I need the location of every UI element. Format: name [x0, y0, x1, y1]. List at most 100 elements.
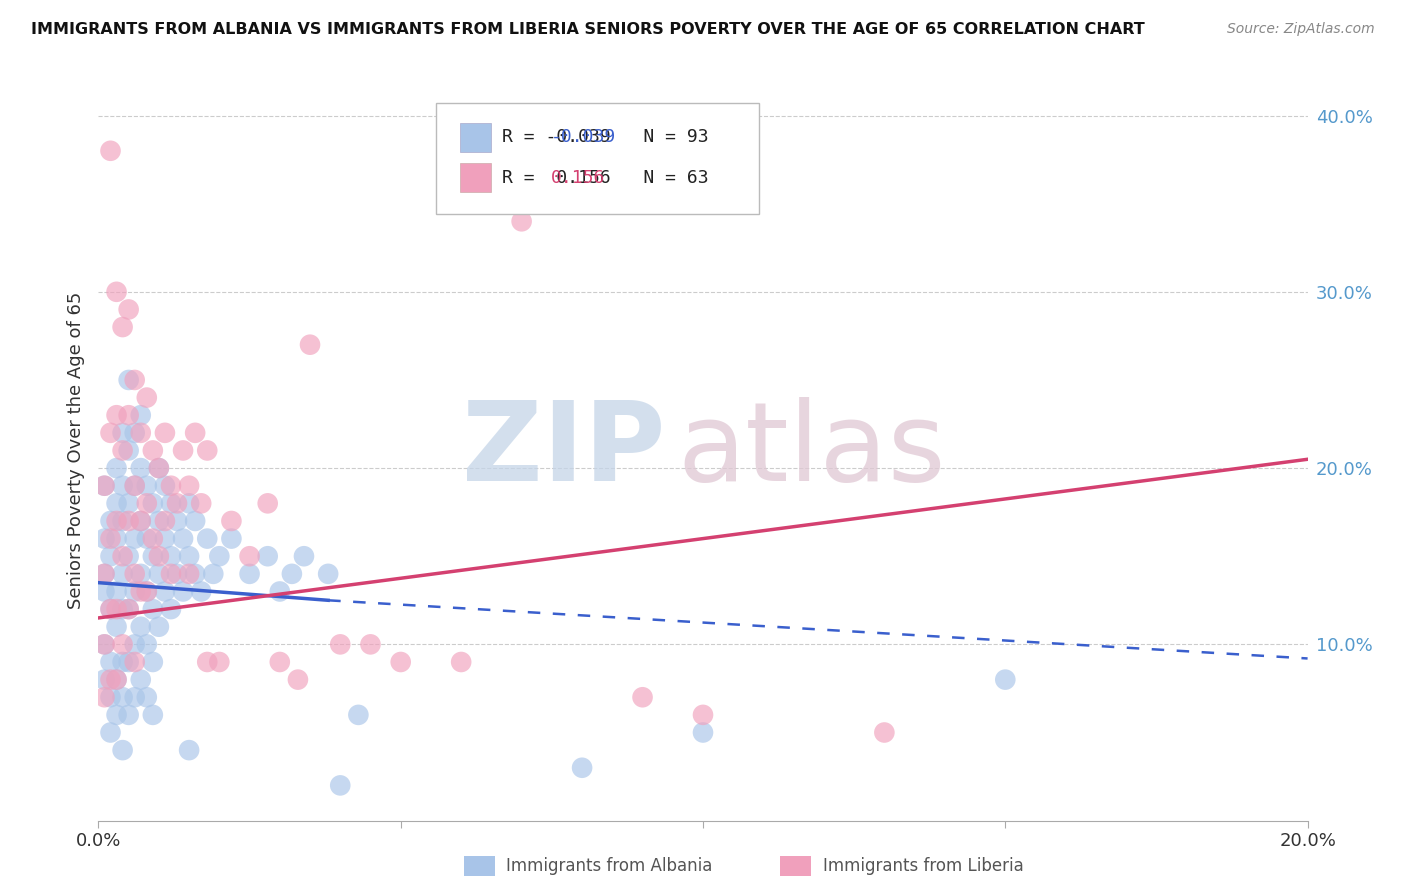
Point [221, 514, 243, 528]
Point [111, 549, 134, 564]
Point [166, 514, 188, 528]
Point [360, 637, 382, 651]
Point [111, 443, 134, 458]
Point [100, 514, 122, 528]
Point [135, 584, 157, 599]
Point [129, 566, 152, 581]
Point [153, 532, 176, 546]
Point [105, 673, 128, 687]
Point [316, 566, 339, 581]
Point [105, 673, 128, 687]
Point [239, 566, 262, 581]
Point [148, 514, 170, 528]
Point [135, 690, 157, 705]
Point [111, 655, 134, 669]
Point [111, 425, 134, 440]
Point [148, 549, 170, 564]
Point [124, 690, 146, 705]
Point [281, 566, 304, 581]
Point [111, 514, 134, 528]
Point [160, 479, 183, 493]
Point [256, 549, 278, 564]
Point [118, 549, 141, 564]
Point [195, 443, 218, 458]
Point [111, 602, 134, 616]
Point [118, 602, 141, 616]
Point [172, 532, 194, 546]
Point [100, 602, 122, 616]
Point [93, 637, 115, 651]
Point [111, 479, 134, 493]
Point [124, 532, 146, 546]
Point [93, 673, 115, 687]
Point [129, 584, 152, 599]
Point [142, 532, 165, 546]
Point [299, 337, 322, 351]
Point [153, 514, 176, 528]
Point [93, 566, 115, 581]
Point [692, 725, 714, 739]
Point [100, 655, 122, 669]
Point [118, 655, 141, 669]
Point [93, 479, 115, 493]
Point [389, 655, 412, 669]
Point [129, 673, 152, 687]
Point [160, 496, 183, 510]
Text: R = -0.039   N = 93: R = -0.039 N = 93 [502, 128, 709, 146]
Point [179, 566, 201, 581]
Point [873, 725, 896, 739]
Point [129, 514, 152, 528]
Point [142, 602, 165, 616]
Point [190, 496, 212, 510]
Point [142, 707, 165, 722]
Point [111, 690, 134, 705]
Point [135, 391, 157, 405]
Point [105, 602, 128, 616]
Text: -0.039: -0.039 [551, 128, 616, 146]
Point [100, 725, 122, 739]
Point [269, 584, 291, 599]
Point [118, 707, 141, 722]
Point [124, 566, 146, 581]
Point [118, 514, 141, 528]
Point [239, 549, 262, 564]
Point [142, 496, 165, 510]
Point [184, 425, 207, 440]
Point [118, 373, 141, 387]
Point [221, 532, 243, 546]
Point [135, 496, 157, 510]
Point [105, 620, 128, 634]
Point [105, 408, 128, 422]
Point [160, 549, 183, 564]
Text: IMMIGRANTS FROM ALBANIA VS IMMIGRANTS FROM LIBERIA SENIORS POVERTY OVER THE AGE : IMMIGRANTS FROM ALBANIA VS IMMIGRANTS FR… [31, 22, 1144, 37]
Point [153, 584, 176, 599]
Point [100, 549, 122, 564]
Point [118, 302, 141, 317]
Point [124, 637, 146, 651]
Point [571, 761, 593, 775]
Point [142, 443, 165, 458]
Point [256, 496, 278, 510]
Point [129, 514, 152, 528]
Point [179, 479, 201, 493]
Point [160, 566, 183, 581]
Point [172, 584, 194, 599]
Point [195, 532, 218, 546]
Point [692, 707, 714, 722]
Point [135, 584, 157, 599]
Point [179, 743, 201, 757]
Point [292, 549, 315, 564]
Point [166, 496, 188, 510]
Point [184, 514, 207, 528]
Point [124, 655, 146, 669]
Point [118, 408, 141, 422]
Point [135, 532, 157, 546]
Point [93, 690, 115, 705]
Point [166, 566, 188, 581]
Point [142, 549, 165, 564]
Point [93, 637, 115, 651]
Point [329, 778, 352, 792]
Point [118, 602, 141, 616]
Point [111, 637, 134, 651]
Point [129, 408, 152, 422]
